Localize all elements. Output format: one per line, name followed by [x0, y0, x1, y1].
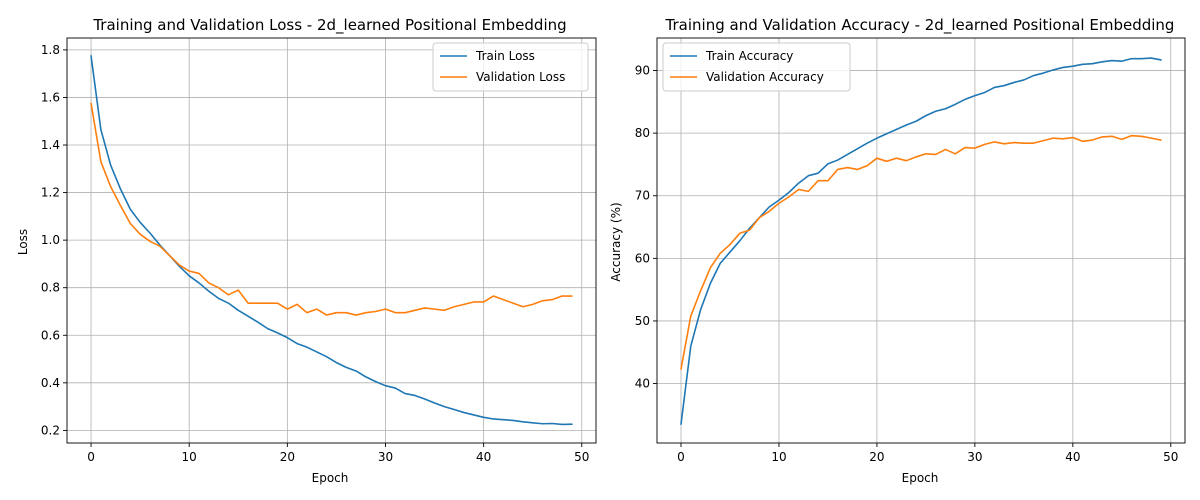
loss-chart-xlabel: Epoch [312, 471, 349, 485]
loss-ytick-label: 0.6 [41, 328, 60, 342]
accuracy-xtick-label: 10 [771, 450, 786, 464]
loss-ytick-label: 0.4 [41, 376, 60, 390]
loss-legend: Train Loss Validation Loss [432, 42, 589, 92]
accuracy-legend: Train Accuracy Validation Accuracy [662, 42, 851, 92]
accuracy-ytick-label: 90 [635, 64, 650, 78]
accuracy-chart-xlabel: Epoch [902, 471, 939, 485]
loss-series-validation-line [90, 102, 573, 316]
accuracy-legend-train-label: Train Accuracy [705, 49, 793, 63]
loss-ytick-label: 1.0 [41, 233, 60, 247]
loss-legend-train-label: Train Loss [475, 49, 535, 63]
loss-ytick-label: 0.2 [41, 423, 60, 437]
accuracy-ytick-label: 60 [635, 251, 650, 265]
loss-chart-ylabel: Loss [16, 229, 30, 255]
accuracy-legend-box [662, 42, 851, 92]
loss-ytick-label: 1.4 [41, 138, 60, 152]
accuracy-xtick-label: 0 [677, 450, 685, 464]
loss-chart: Training and Validation Loss - 2d_learne… [16, 16, 597, 485]
accuracy-grid [657, 38, 1185, 443]
accuracy-xtick-label: 20 [869, 450, 884, 464]
loss-ytick-label: 0.8 [41, 281, 60, 295]
loss-xtick-label: 50 [574, 450, 589, 464]
loss-xtick-label: 40 [476, 450, 491, 464]
accuracy-chart-ylabel: Accuracy (%) [609, 202, 623, 281]
loss-ytick-label: 1.6 [41, 90, 60, 104]
loss-ytick-label: 1.2 [41, 186, 60, 200]
accuracy-ytick-label: 40 [635, 377, 650, 391]
accuracy-chart-title: Training and Validation Accuracy - 2d_le… [665, 16, 1175, 35]
accuracy-chart: Training and Validation Accuracy - 2d_le… [609, 16, 1186, 485]
loss-legend-validation-label: Validation Loss [476, 70, 565, 84]
accuracy-axes-frame [656, 37, 1186, 444]
loss-xtick-label: 10 [182, 450, 197, 464]
accuracy-ytick-label: 50 [635, 314, 650, 328]
loss-legend-box [432, 42, 589, 92]
accuracy-xtick-label: 30 [967, 450, 982, 464]
accuracy-xtick-label: 40 [1065, 450, 1080, 464]
loss-chart-title: Training and Validation Loss - 2d_learne… [92, 16, 566, 35]
loss-xtick-label: 20 [280, 450, 295, 464]
accuracy-xtick-label: 50 [1163, 450, 1178, 464]
accuracy-ytick-label: 80 [635, 126, 650, 140]
accuracy-ytick-label: 70 [635, 189, 650, 203]
accuracy-series-validation-line [680, 134, 1162, 370]
loss-xtick-label: 0 [87, 450, 95, 464]
loss-xtick-label: 30 [378, 450, 393, 464]
accuracy-legend-validation-label: Validation Accuracy [706, 70, 824, 84]
loss-ytick-label: 1.8 [41, 43, 60, 57]
